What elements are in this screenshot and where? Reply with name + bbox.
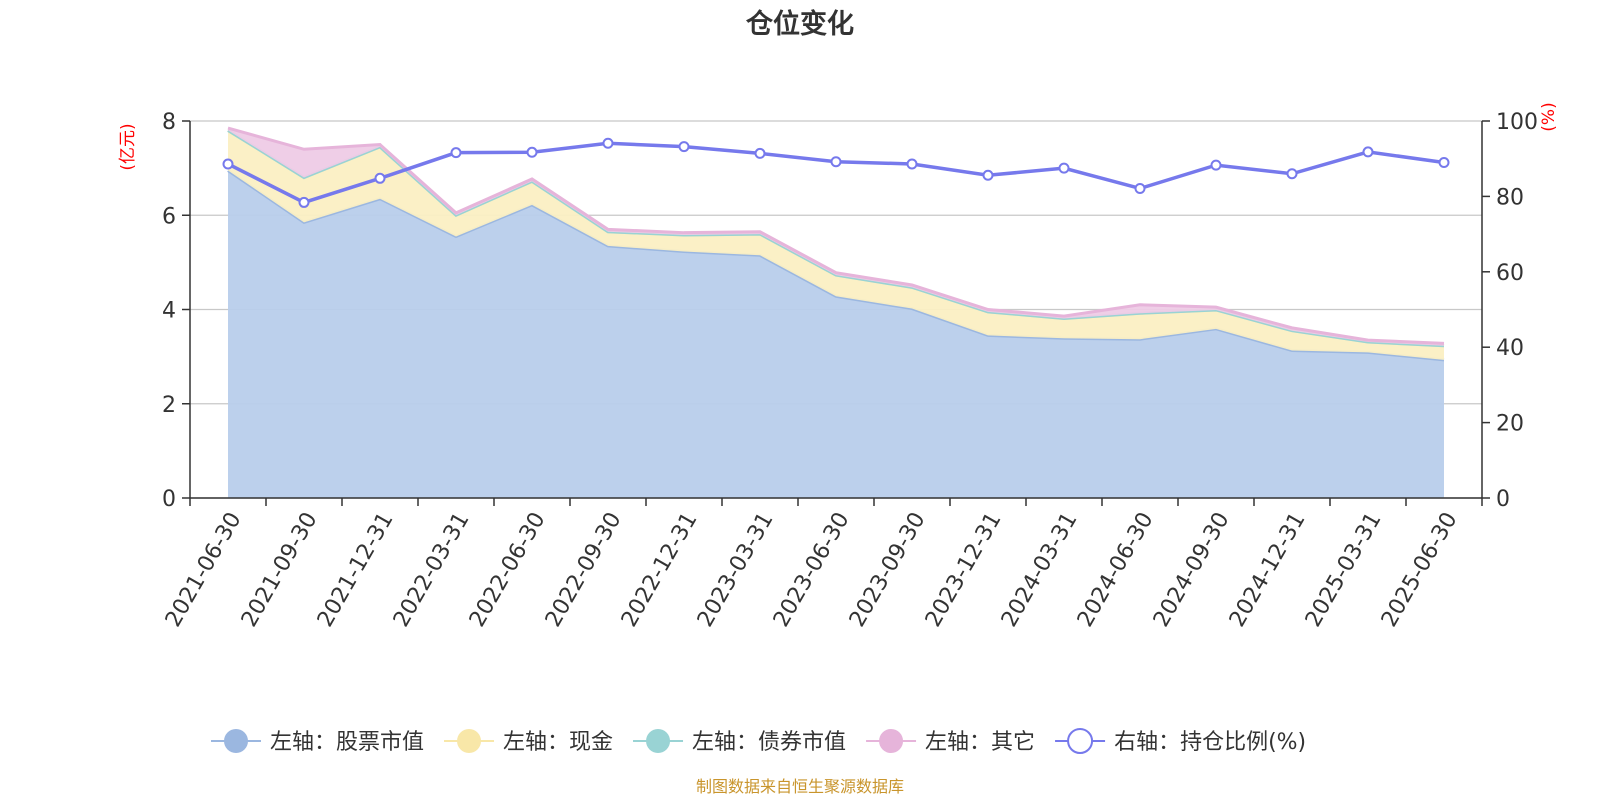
line-point (982, 169, 994, 181)
left-tick-label: 2 (162, 393, 176, 418)
right-tick-label: 100 (1496, 110, 1538, 135)
x-tick-label: 2024-12-31 (1225, 508, 1311, 631)
left-tick-label: 4 (162, 299, 176, 324)
line-point (526, 146, 538, 158)
legend-marker (1067, 728, 1094, 754)
line-point (1134, 182, 1146, 194)
legend-label: 左轴：债券市值 (692, 730, 846, 755)
legend-marker (224, 729, 248, 753)
line-point (1210, 159, 1222, 171)
legend-label: 左轴：其它 (925, 730, 1035, 755)
x-tick-label: 2024-09-30 (1149, 508, 1235, 631)
right-tick-label: 40 (1496, 336, 1524, 361)
x-tick-label: 2023-06-30 (769, 508, 855, 631)
right-tick-label: 80 (1496, 185, 1524, 210)
line-point (374, 172, 386, 184)
legend: 左轴：股票市值 左轴：现金 左轴：债券市值 左轴：其它 右轴：持仓比例(%) (211, 728, 1306, 755)
x-tick-label: 2025-03-31 (1301, 508, 1387, 631)
legend-label: 右轴：持仓比例(%) (1114, 730, 1306, 755)
left-tick-label: 0 (162, 487, 176, 512)
x-tick-label: 2023-12-31 (921, 508, 1007, 631)
x-tick-label: 2023-03-31 (693, 508, 779, 631)
line-point (1362, 146, 1374, 158)
source-note: 制图数据来自恒生聚源数据库 (696, 777, 904, 796)
line-point (754, 147, 766, 159)
area-左轴：股票市值 (228, 170, 1444, 498)
right-tick-label: 60 (1496, 261, 1524, 286)
line-point (1438, 156, 1450, 168)
x-tick-label: 2021-09-30 (237, 508, 323, 631)
line-point (450, 147, 462, 159)
left-tick-label: 6 (162, 204, 176, 229)
line-point (1286, 168, 1298, 180)
x-tick-label: 2025-06-30 (1377, 508, 1463, 631)
right-tick-label: 0 (1496, 487, 1510, 512)
legend-marker (457, 729, 482, 753)
right-tick-label: 20 (1496, 412, 1524, 437)
legend-marker (879, 729, 904, 753)
area-edge-左轴：其它 (227, 126, 1445, 345)
line-point (298, 196, 310, 208)
line-point (1058, 162, 1070, 174)
line-series (222, 137, 1450, 208)
x-tick-label: 2024-03-31 (997, 508, 1083, 631)
legend-label: 左轴：股票市值 (270, 730, 424, 755)
left-tick-label: 8 (162, 110, 176, 135)
x-tick-label: 2022-09-30 (541, 508, 627, 631)
right-axis-unit: (%) (1539, 102, 1559, 131)
line-point (830, 156, 842, 168)
x-tick-label: 2022-03-31 (389, 508, 475, 631)
left-axis-unit: (亿元) (118, 123, 138, 170)
x-tick-label: 2023-09-30 (845, 508, 931, 631)
area-左轴：现金 (228, 130, 1444, 360)
legend-marker (646, 729, 671, 753)
legend-label: 左轴：现金 (503, 730, 613, 755)
chart-title: 仓位变化 (745, 8, 854, 40)
x-tick-label: 2021-12-31 (313, 508, 399, 631)
x-tick-label: 2022-12-31 (617, 508, 703, 631)
area-左轴：其它 (228, 128, 1444, 346)
line-point (678, 141, 690, 153)
area-series (227, 126, 1445, 498)
x-tick-label: 2024-06-30 (1073, 508, 1159, 631)
line-point (602, 137, 614, 149)
x-tick-label: 2021-06-30 (161, 508, 247, 631)
x-tick-label: 2022-06-30 (465, 508, 551, 631)
line-point (222, 158, 234, 170)
line-point (906, 158, 918, 170)
